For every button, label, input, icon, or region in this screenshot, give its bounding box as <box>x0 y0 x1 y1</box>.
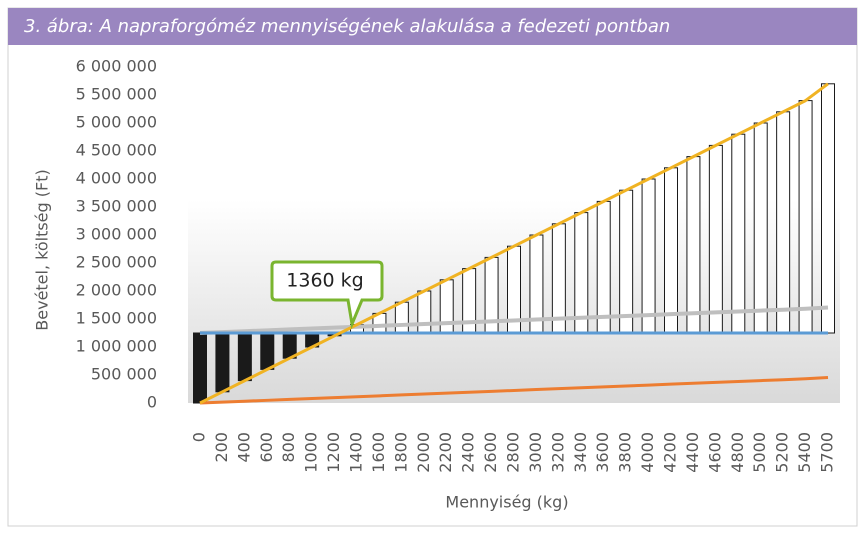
x-tick-label: 4800 <box>728 432 747 473</box>
updown-bar <box>596 200 611 334</box>
x-tick-label: 4000 <box>638 432 657 473</box>
updown-bar <box>753 122 768 334</box>
updown-bar <box>731 133 746 334</box>
updown-bar <box>664 167 678 334</box>
updown-bar <box>619 189 634 334</box>
updown-bar <box>394 301 409 334</box>
callout: 1360 kg <box>270 260 384 330</box>
x-tick-label: 3800 <box>616 432 635 473</box>
y-tick-label: 4 000 000 <box>76 169 157 188</box>
updown-bar <box>237 332 252 382</box>
x-tick-label: 1000 <box>302 432 321 473</box>
updown-bar <box>215 332 230 393</box>
x-axis-title: Mennyiség (kg) <box>445 493 568 512</box>
series-line <box>199 305 829 335</box>
x-tick-label: 600 <box>257 432 276 463</box>
y-tick-label: 3 000 000 <box>76 225 157 244</box>
updown-bar <box>417 290 432 334</box>
chart-title: 3. ábra: A napraforgóméz mennyiségének a… <box>24 16 670 37</box>
x-tick-label: 2200 <box>436 432 455 473</box>
y-tick-label: 3 500 000 <box>76 197 157 216</box>
updown-bar <box>260 332 275 370</box>
updown-bar <box>574 212 589 334</box>
annotation: 1360 kg <box>286 270 363 292</box>
x-tick-label: 2400 <box>459 432 478 473</box>
x-tick-label: 1800 <box>391 432 410 473</box>
x-tick-label: 0 <box>190 432 209 442</box>
x-tick-label: 3600 <box>593 432 612 473</box>
header-bar <box>8 8 857 45</box>
y-tick-label: 2 500 000 <box>76 253 157 272</box>
updown-bar <box>798 100 813 334</box>
x-tick-label: 5200 <box>773 432 792 473</box>
updown-bar <box>641 178 656 334</box>
x-tick-label: 3000 <box>526 432 545 473</box>
x-tick-label: 2000 <box>414 432 433 473</box>
x-tick-label: 3400 <box>571 432 590 473</box>
x-tick-label: 1200 <box>324 432 343 473</box>
plot: 0 500 000 1 000 000 1 500 000 2 000 000 2 500… <box>76 57 837 473</box>
updown-bar <box>708 144 723 334</box>
updown-bar <box>686 156 701 334</box>
callout-box <box>270 260 384 330</box>
y-axis-title: Bevétel, költség (Ft) <box>33 169 52 330</box>
y-tick-label: 0 <box>147 393 157 412</box>
series-line <box>199 82 829 405</box>
x-tick-label: 4200 <box>661 432 680 473</box>
series-line <box>199 375 829 405</box>
y-tick-label: 1 500 000 <box>76 309 157 328</box>
x-tick-label: 200 <box>212 432 231 463</box>
y-tick-label: 500 000 <box>91 365 157 384</box>
x-tick-label: 5000 <box>750 432 769 473</box>
x-tick-label: 1600 <box>369 432 388 473</box>
x-tick-label: 5700 <box>818 432 837 473</box>
x-tick-label: 3200 <box>548 432 567 473</box>
x-tick-label: 4600 <box>705 432 724 473</box>
x-tick-label: 2800 <box>504 432 523 473</box>
y-tick-label: 1 000 000 <box>76 337 157 356</box>
updown-bar <box>193 332 207 404</box>
y-tick-label: 4 500 000 <box>76 141 157 160</box>
updown-bar <box>821 83 835 334</box>
updown-bar <box>776 111 791 334</box>
x-tick-label: 4400 <box>683 432 702 473</box>
y-tick-label: 5 500 000 <box>76 85 157 104</box>
x-tick-label: 5400 <box>795 432 814 473</box>
y-tick-label: 6 000 000 <box>76 57 157 76</box>
x-tick-label: 400 <box>234 432 253 463</box>
y-tick-label: 2 000 000 <box>76 281 157 300</box>
x-tick-label: 800 <box>279 432 298 463</box>
x-tick-label: 1400 <box>347 432 366 473</box>
y-tick-label: 5 000 000 <box>76 113 157 132</box>
x-tick-label: 2600 <box>481 432 500 473</box>
